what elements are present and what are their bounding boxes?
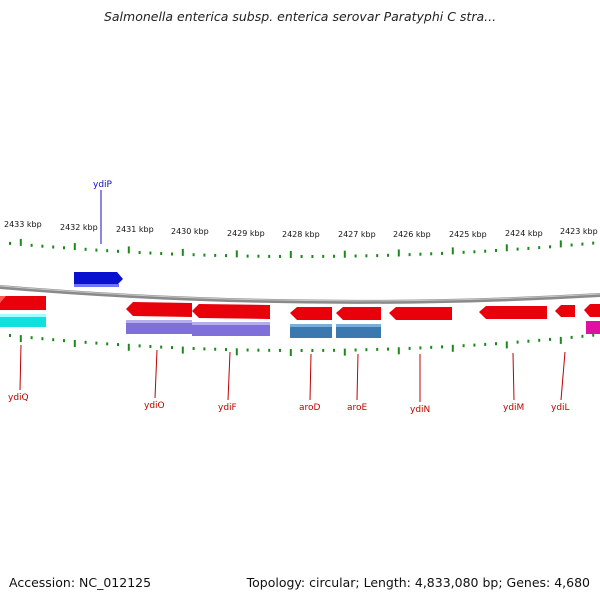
gene-label-ydiO[interactable]: ydiO <box>144 401 165 411</box>
scale-label-2425: 2425 kbp <box>449 230 487 239</box>
gene-label-ydiL[interactable]: ydiL <box>551 403 570 413</box>
genome-backbone-highlight <box>0 285 600 302</box>
gene-ydiP-shadow <box>74 284 119 287</box>
gene-ydiF-feature[interactable] <box>192 322 270 336</box>
genome-summary-text: Topology: circular; Length: 4,833,080 bp… <box>246 575 590 590</box>
gene-red-2-feature[interactable] <box>126 302 192 317</box>
gene-red-5-feature[interactable] <box>336 307 381 320</box>
map-title: Salmonella enterica subsp. enterica sero… <box>103 9 497 24</box>
gene-ydiQ-feature[interactable] <box>0 314 46 327</box>
gene-aroD-feature[interactable] <box>290 324 332 338</box>
scale-label-2426: 2426 kbp <box>393 230 431 239</box>
scale-label-2433: 2433 kbp <box>4 220 42 229</box>
ydiQ-leader-line <box>19 344 22 391</box>
ydiO-leader-line <box>154 349 158 399</box>
gene-aroE-highlight <box>336 324 381 327</box>
gene-ydiQ-highlight <box>0 314 46 317</box>
gene-label-ydiF[interactable]: ydiF <box>218 403 237 413</box>
gene-ydiM-feature[interactable] <box>479 306 547 319</box>
gene-label-ydiM[interactable]: ydiM <box>503 403 524 413</box>
scale-label-2430: 2430 kbp <box>171 227 209 236</box>
gene-ydiO-feature[interactable] <box>126 320 192 334</box>
ydiM-leader-line <box>512 352 515 401</box>
gene-aroD-highlight <box>290 324 332 327</box>
forward-strand-genes <box>74 272 123 287</box>
scale-label-2423: 2423 kbp <box>560 227 598 236</box>
gene-ydiF-highlight <box>192 322 270 325</box>
gene-label-lines <box>19 190 566 402</box>
reverse-strand-genes <box>0 296 600 338</box>
gene-magenta-feature[interactable] <box>586 321 600 334</box>
gene-ydiO-highlight <box>126 320 192 323</box>
outer-scale-labels: 2433 kbp 2432 kbp 2431 kbp 2430 kbp 2429… <box>4 220 598 239</box>
outer-scale-ticks <box>9 238 595 258</box>
gene-label-ydiP[interactable]: ydiP <box>93 180 113 190</box>
gene-ydiP-feature[interactable] <box>74 272 123 285</box>
gene-red-4-feature[interactable] <box>290 307 332 320</box>
scale-label-2428: 2428 kbp <box>282 230 320 239</box>
ydiF-leader-line <box>227 351 231 401</box>
ydiL-leader-line <box>560 351 566 401</box>
gene-label-ydiQ[interactable]: ydiQ <box>8 393 29 403</box>
gene-label-aroE[interactable]: aroE <box>347 403 368 413</box>
gene-labels: ydiP ydiQ ydiO ydiF aroD aroE ydiN ydiM … <box>8 180 570 415</box>
scale-label-2424: 2424 kbp <box>505 229 543 238</box>
gene-red-3-feature[interactable] <box>192 304 270 319</box>
gene-ydiN-feature[interactable] <box>389 307 452 320</box>
gene-label-aroD[interactable]: aroD <box>299 403 321 413</box>
scale-label-2431: 2431 kbp <box>116 225 154 234</box>
genome-backbone <box>0 285 600 304</box>
inner-scale-ticks <box>9 333 595 356</box>
gene-aroE-feature[interactable] <box>336 324 381 338</box>
scale-label-2429: 2429 kbp <box>227 229 265 238</box>
aroE-leader-line <box>356 353 359 401</box>
gene-red-edge-feature[interactable] <box>584 304 600 317</box>
scale-label-2432: 2432 kbp <box>60 223 98 232</box>
gene-red-1-feature[interactable] <box>0 296 46 310</box>
aroD-leader-line <box>309 353 312 401</box>
accession-text: Accession: NC_012125 <box>9 575 152 590</box>
gene-red-1-tip <box>0 296 6 303</box>
gene-ydiL-feature[interactable] <box>555 305 575 317</box>
gene-label-ydiN[interactable]: ydiN <box>410 405 430 415</box>
scale-label-2427: 2427 kbp <box>338 230 376 239</box>
